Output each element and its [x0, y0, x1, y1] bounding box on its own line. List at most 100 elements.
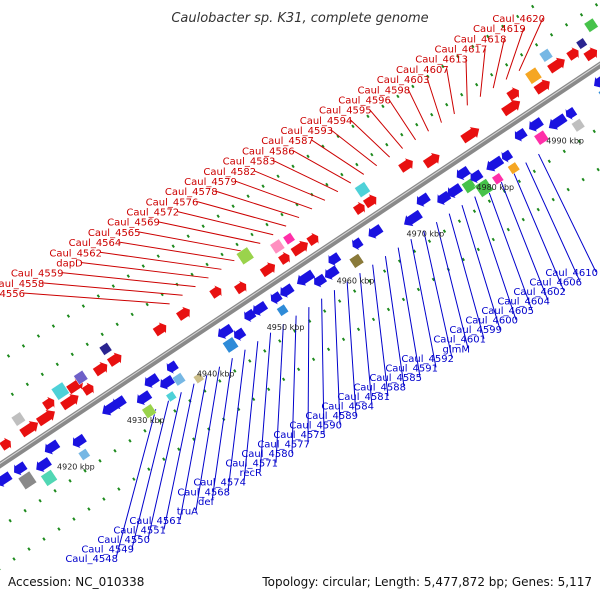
forward-gene-arrow: [81, 382, 94, 396]
leader-line: [234, 180, 313, 210]
reverse-gene-label: glmM: [443, 344, 471, 355]
reverse-domain-box: [348, 253, 365, 269]
forward-domain-box: [269, 238, 286, 255]
leader-line: [369, 109, 404, 149]
reverse-gene-label: Caul_4604: [497, 297, 550, 308]
forward-gene-arrow: [42, 396, 55, 411]
reverse-domain-box: [77, 447, 91, 461]
leader-line: [147, 392, 182, 540]
leader-line: [227, 349, 246, 492]
reverse-gene-label: Caul_4590: [289, 421, 342, 432]
leader-line: [388, 99, 416, 141]
reverse-gene-label: Caul_4581: [337, 392, 390, 403]
forward-gene-arrow: [533, 79, 550, 95]
reverse-domain-box: [507, 161, 521, 175]
reverse-gene-arrow: [314, 273, 328, 288]
forward-gene-arrow: [547, 57, 565, 74]
reverse-domain-box: [40, 469, 58, 487]
reverse-domain-box: [491, 172, 505, 186]
reverse-gene-arrow: [529, 117, 544, 132]
reverse-gene-label: Caul_4550: [97, 535, 150, 546]
reverse-gene-label: Caul_4551: [113, 525, 166, 536]
reverse-gene-label: Caul_4577: [257, 440, 310, 451]
forward-gene-label: Caul_4594: [300, 116, 353, 127]
accession-text: Accession: NC_010338: [8, 575, 144, 589]
leader-line: [196, 200, 287, 227]
leader-line: [505, 28, 525, 80]
reverse-gene-arrow: [136, 390, 153, 405]
leader-line: [176, 211, 274, 236]
forward-domain-box: [98, 342, 113, 356]
forward-gene-arrow: [290, 240, 308, 257]
leader-line: [487, 187, 533, 311]
leader-line: [333, 290, 341, 425]
leader-line: [157, 221, 261, 244]
forward-gene-arrow: [352, 201, 365, 215]
tick-label: 4960 kbp: [337, 276, 375, 285]
forward-gene-arrow: [152, 322, 167, 337]
reverse-gene-label: Caul_4600: [465, 316, 518, 327]
reverse-gene-arrow: [501, 149, 514, 163]
leader-line: [499, 179, 549, 301]
forward-gene-label: Caul_4593: [280, 126, 333, 137]
reverse-gene-arrow: [166, 360, 179, 374]
tick-label: 4970 kbp: [407, 230, 445, 239]
reverse-gene-label: Caul_4602: [513, 287, 566, 298]
forward-gene-arrow: [233, 280, 247, 295]
tick-label: 4990 kbp: [546, 137, 584, 146]
reverse-domain-box: [474, 178, 494, 198]
forward-gene-label: Caul_4617: [435, 45, 488, 56]
forward-gene-label: Caul_4596: [338, 95, 391, 106]
leader-line: [518, 17, 544, 72]
forward-gene-arrow: [176, 306, 190, 321]
reverse-gene-label: Caul_4549: [81, 544, 134, 555]
forward-gene-arrow: [460, 127, 480, 144]
reverse-domain-box: [570, 117, 586, 133]
reverse-gene-label: Caul_4585: [369, 373, 422, 384]
forward-gene-label: Caul_4598: [357, 85, 410, 96]
forward-gene-label: Caul_4565: [88, 228, 141, 239]
tick-label: 4950 kbp: [267, 323, 305, 332]
forward-gene-arrow: [506, 87, 519, 101]
reverse-gene-arrow: [160, 375, 176, 390]
forward-gene-label: Caul_4569: [107, 218, 160, 229]
reverse-gene-label: Caul_4610: [545, 268, 598, 279]
forward-gene-arrow: [19, 421, 39, 438]
backbone-line: [0, 61, 600, 469]
reverse-gene-arrow: [416, 192, 431, 207]
reverse-gene-label: Caul_4588: [353, 382, 406, 393]
reverse-gene-arrow: [565, 106, 578, 120]
leader-line: [273, 160, 339, 193]
forward-domain-box: [354, 181, 371, 199]
leader-line: [195, 366, 221, 511]
leader-line: [446, 68, 455, 115]
reverse-gene-label: def: [198, 497, 215, 508]
outer-dotted-guides: [0, 0, 600, 571]
reverse-gene-label: Caul_4548: [65, 554, 118, 565]
leader-line: [179, 375, 208, 520]
forward-gene-label: Caul_4564: [69, 238, 122, 249]
tick-label: 4940 kbp: [197, 369, 235, 378]
forward-gene-arrow: [35, 409, 55, 427]
reverse-domain-box: [192, 372, 205, 385]
leader-line: [119, 241, 235, 262]
reverse-gene-arrow: [72, 433, 87, 448]
reverse-gene-arrow: [296, 269, 316, 286]
reverse-gene-arrow: [44, 439, 61, 455]
leader-line: [311, 139, 365, 175]
reverse-gene-label: Caul_4580: [241, 449, 294, 460]
reverse-gene-arrow: [514, 127, 528, 142]
forward-gene-label: Caul_4587: [261, 136, 314, 147]
reverse-gene-arrow: [144, 373, 160, 388]
forward-domain-box: [575, 37, 588, 50]
leader-line: [243, 341, 259, 482]
tick-label: 4980 kbp: [476, 183, 514, 192]
reverse-gene-arrow: [548, 113, 568, 130]
leader-line: [292, 149, 352, 184]
leader-line: [512, 170, 565, 292]
reverse-gene-label: Caul_4605: [481, 306, 534, 317]
reverse-gene-arrow: [486, 155, 505, 172]
reverse-gene-arrow: [368, 224, 384, 239]
forward-gene-label: Caul_4558: [0, 279, 44, 290]
